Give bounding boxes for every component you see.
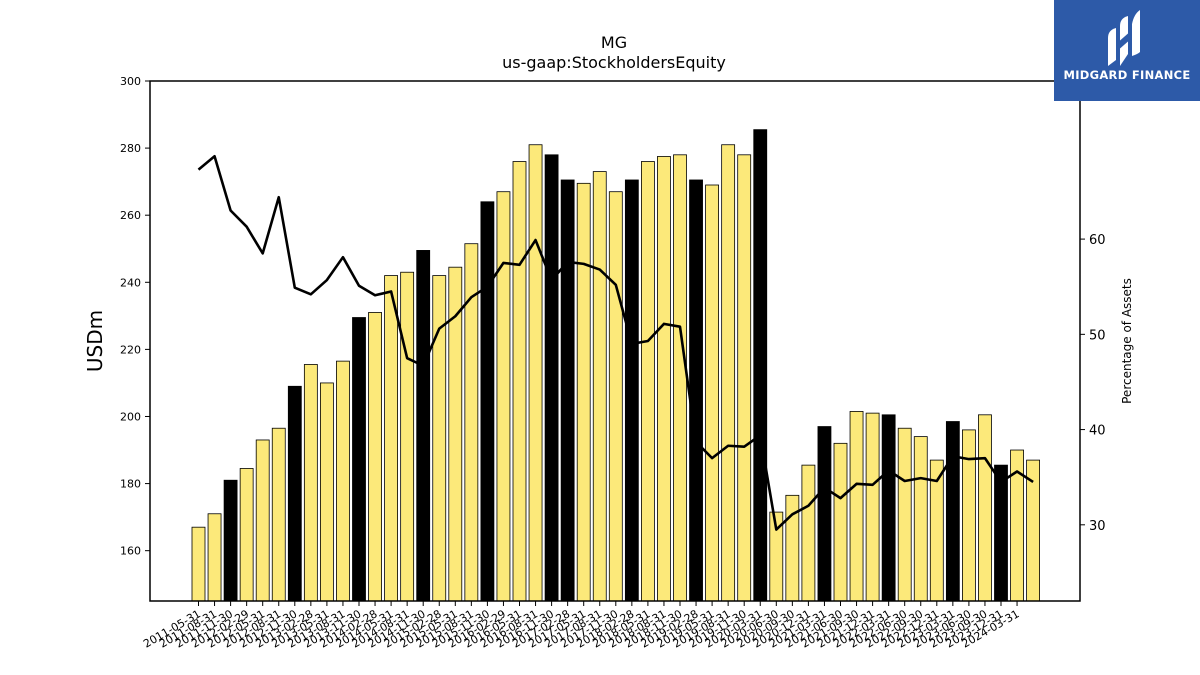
- bar-25: [592, 171, 607, 602]
- bar-13: [400, 271, 415, 602]
- brand-mark-icon: [1108, 10, 1140, 66]
- bar-2: [223, 479, 238, 602]
- bar-14: [416, 250, 431, 602]
- y-tick-label: 260: [120, 209, 141, 222]
- y-tick-label: 180: [120, 478, 141, 491]
- bar-38: [801, 464, 816, 602]
- bar-24: [576, 182, 591, 602]
- bar-11: [368, 312, 382, 602]
- bar-20: [512, 161, 527, 602]
- bar-40: [833, 442, 848, 602]
- bar-6: [287, 385, 302, 602]
- bar-10: [352, 317, 366, 602]
- bar-50: [994, 464, 1008, 602]
- bar-42: [865, 412, 880, 602]
- bar-28: [641, 161, 655, 602]
- bar-23: [560, 179, 575, 602]
- bar-44: [897, 427, 912, 602]
- bar-35: [753, 129, 768, 602]
- y2-tick-label: 50: [1089, 328, 1106, 343]
- bar-8: [319, 382, 334, 602]
- bar-3: [239, 468, 254, 602]
- y-tick-label: 200: [120, 410, 141, 423]
- bar-4: [255, 439, 270, 602]
- bar-12: [384, 275, 399, 602]
- bar-5: [271, 427, 286, 602]
- bar-45: [913, 436, 928, 602]
- y2-axis-label: Percentage of Assets: [1120, 278, 1134, 404]
- bar-49: [978, 414, 992, 602]
- bar-22: [544, 154, 559, 602]
- bar-29: [657, 156, 671, 602]
- plot-frame: [149, 80, 1081, 602]
- bar-47: [945, 421, 960, 602]
- bar-48: [962, 429, 976, 602]
- y-axis-label: USDm: [83, 310, 107, 372]
- bar-33: [721, 144, 736, 602]
- y-tick-label: 280: [120, 142, 141, 155]
- y-tick-label: 300: [120, 75, 141, 88]
- y-tick-label: 160: [120, 545, 141, 558]
- y2-tick-label: 60: [1089, 233, 1106, 248]
- bar-31: [689, 179, 703, 602]
- bar-7: [303, 364, 318, 602]
- bar-26: [608, 191, 623, 602]
- brand-name: MIDGARD FINANCE: [1063, 68, 1191, 82]
- midgard-finance-logo: MIDGARD FINANCE: [1054, 0, 1200, 101]
- bar-19: [496, 191, 511, 602]
- bar-41: [849, 411, 864, 602]
- bar-1: [207, 513, 222, 602]
- bar-34: [737, 154, 752, 602]
- bar-27: [624, 179, 639, 602]
- bar-39: [817, 426, 832, 602]
- y2-tick-label: 40: [1089, 424, 1106, 439]
- bar-43: [881, 414, 896, 602]
- bar-9: [336, 360, 350, 602]
- y-tick-label: 240: [120, 276, 141, 289]
- bar-18: [480, 201, 495, 602]
- chart-title: MG: [601, 33, 627, 52]
- bar-0: [191, 526, 206, 602]
- bar-30: [673, 154, 687, 602]
- bar-21: [528, 144, 543, 602]
- y-tick-label: 220: [120, 343, 141, 356]
- y2-tick-label: 30: [1089, 519, 1106, 534]
- bar-32: [705, 184, 719, 602]
- chart-subtitle: us-gaap:StockholdersEquity: [502, 53, 726, 72]
